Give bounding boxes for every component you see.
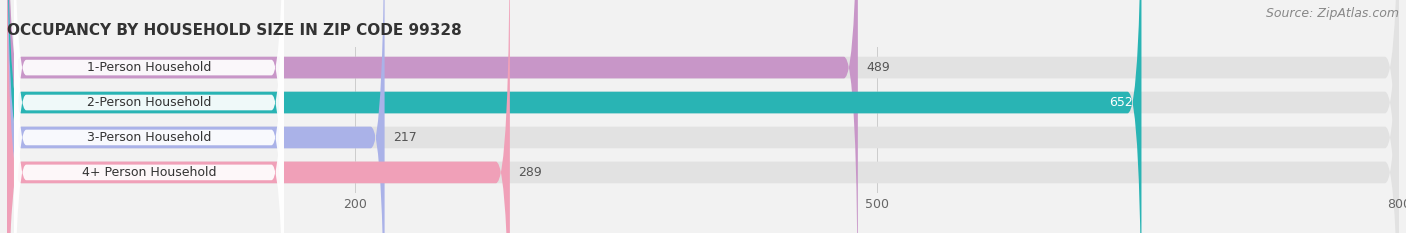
FancyBboxPatch shape bbox=[7, 0, 1399, 233]
FancyBboxPatch shape bbox=[7, 0, 385, 233]
FancyBboxPatch shape bbox=[7, 0, 1142, 233]
FancyBboxPatch shape bbox=[7, 0, 1399, 233]
Text: 4+ Person Household: 4+ Person Household bbox=[82, 166, 217, 179]
FancyBboxPatch shape bbox=[7, 0, 858, 233]
FancyBboxPatch shape bbox=[14, 0, 284, 233]
FancyBboxPatch shape bbox=[14, 0, 284, 233]
Text: OCCUPANCY BY HOUSEHOLD SIZE IN ZIP CODE 99328: OCCUPANCY BY HOUSEHOLD SIZE IN ZIP CODE … bbox=[7, 24, 461, 38]
Text: 652: 652 bbox=[1109, 96, 1133, 109]
Text: 489: 489 bbox=[866, 61, 890, 74]
FancyBboxPatch shape bbox=[14, 0, 284, 233]
Text: Source: ZipAtlas.com: Source: ZipAtlas.com bbox=[1265, 7, 1399, 20]
Text: 1-Person Household: 1-Person Household bbox=[87, 61, 211, 74]
Text: 217: 217 bbox=[394, 131, 418, 144]
FancyBboxPatch shape bbox=[7, 0, 510, 233]
FancyBboxPatch shape bbox=[7, 0, 1399, 233]
Text: 2-Person Household: 2-Person Household bbox=[87, 96, 211, 109]
FancyBboxPatch shape bbox=[14, 0, 284, 233]
Text: 3-Person Household: 3-Person Household bbox=[87, 131, 211, 144]
Text: 289: 289 bbox=[519, 166, 543, 179]
FancyBboxPatch shape bbox=[7, 0, 1399, 233]
